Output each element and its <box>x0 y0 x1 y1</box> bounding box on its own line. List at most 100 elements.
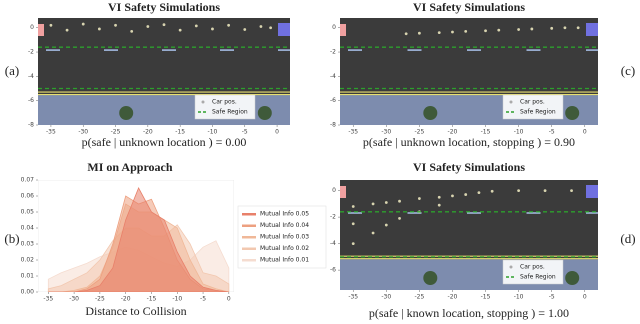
y-tick-label: -2 <box>330 49 336 56</box>
car-position <box>437 31 441 34</box>
legend-label: Mutual Info 0.02 <box>260 245 309 252</box>
legend-label: Mutual Info 0.05 <box>260 211 309 218</box>
panel-label: (b) <box>4 231 19 246</box>
y-tick-label: -4 <box>330 240 336 247</box>
tree <box>565 271 580 285</box>
panel-title: VI Safety Simulations <box>108 0 220 14</box>
legend-swatch <box>242 259 256 262</box>
x-tick-label: -35 <box>348 129 358 136</box>
car-position <box>130 29 134 33</box>
x-tick-label: 0 <box>227 296 231 303</box>
legend-swatch <box>242 236 256 239</box>
y-tick-label: 0.05 <box>21 209 35 216</box>
y-tick-label: 0.03 <box>21 241 35 248</box>
car-position <box>351 242 355 246</box>
car-block <box>586 185 598 198</box>
car-position <box>563 26 567 30</box>
panel: (c) VI Safety Simulations p(safe | unknown… <box>330 0 635 149</box>
x-tick-label: 0 <box>583 294 587 301</box>
y-tick-label: -6 <box>28 97 34 104</box>
y-tick-label: -6 <box>330 267 336 274</box>
legend-label: Car pos. <box>520 99 545 106</box>
panel: (b) MI on Approach Distance to Collision -3… <box>4 160 327 318</box>
car-position <box>371 202 375 206</box>
plot-area <box>38 180 234 292</box>
x-tick-label: -10 <box>172 296 182 303</box>
legend-box <box>194 94 256 120</box>
x-tick-label: -30 <box>78 129 88 136</box>
x-tick-label: -20 <box>448 294 458 301</box>
x-tick-label: -20 <box>448 129 458 136</box>
x-tick-label: -5 <box>549 294 555 301</box>
legend-box <box>502 94 564 120</box>
car-position <box>227 23 231 27</box>
y-tick-label: 0 <box>332 24 336 31</box>
car-position <box>543 189 547 193</box>
legend-label: Safe Region <box>520 274 556 281</box>
legend-label: Mutual Info 0.01 <box>260 257 309 264</box>
y-tick-label: -4 <box>28 73 34 80</box>
legend-label: Safe Region <box>520 109 556 116</box>
pedestrian-block <box>340 24 346 36</box>
x-tick-label: -20 <box>143 129 153 136</box>
car-position <box>384 223 388 227</box>
y-tick-label: -4 <box>330 73 336 80</box>
car-position <box>517 28 521 31</box>
tree <box>565 106 580 120</box>
x-tick-label: -30 <box>69 296 79 303</box>
x-tick-label: 0 <box>583 129 587 136</box>
y-tick-label: -8 <box>28 122 34 129</box>
tree <box>423 271 438 285</box>
tree <box>257 106 272 120</box>
panel-title: VI Safety Simulations <box>413 0 525 14</box>
x-tick-label: -30 <box>381 129 391 136</box>
y-tick-label: 0 <box>30 24 34 31</box>
car-position <box>477 191 481 194</box>
legend-marker <box>509 100 513 104</box>
x-tick-label: -15 <box>481 294 491 301</box>
x-tick-label: -20 <box>121 296 131 303</box>
legend-label: Safe Region <box>212 109 248 116</box>
car-position <box>146 25 150 28</box>
y-tick-label: 0.01 <box>21 273 35 280</box>
car-position <box>464 29 468 33</box>
y-tick-label: 0.07 <box>21 177 35 184</box>
x-tick-label: -25 <box>414 294 424 301</box>
x-tick-label: -5 <box>200 296 206 303</box>
car-position <box>384 201 388 204</box>
legend-swatch <box>242 213 256 216</box>
car-position <box>530 27 534 31</box>
y-tick-label: 0.06 <box>21 193 35 200</box>
car-position <box>417 197 421 200</box>
panel-label: (c) <box>621 63 635 78</box>
legend-swatch <box>242 224 256 227</box>
car-position <box>437 203 441 207</box>
x-tick-label: -35 <box>43 296 53 303</box>
x-tick-label: -5 <box>242 129 248 136</box>
panel-title: VI Safety Simulations <box>413 160 525 174</box>
legend-label: Car pos. <box>212 99 237 106</box>
car-position <box>437 195 441 199</box>
y-tick-label: 0.04 <box>21 225 35 232</box>
car-position <box>114 23 117 27</box>
panel: (d) VI Safety Simulations p(safe | known l… <box>330 160 636 320</box>
car-position <box>194 24 198 28</box>
y-tick-label: 0.00 <box>21 289 35 296</box>
car-position <box>464 193 468 196</box>
x-axis-label: Distance to Collision <box>85 304 186 318</box>
panel-title: MI on Approach <box>87 160 172 174</box>
car-position <box>162 23 166 27</box>
x-tick-label: -15 <box>481 129 491 136</box>
car-position <box>178 28 182 32</box>
car-position <box>351 205 355 208</box>
car-position <box>576 26 580 30</box>
legend-label: Car pos. <box>520 264 545 271</box>
car-position <box>49 23 53 27</box>
car-position <box>243 28 247 31</box>
car-position <box>497 28 501 32</box>
pedestrian-block <box>38 24 44 36</box>
x-tick-label: -35 <box>348 294 358 301</box>
x-tick-label: -25 <box>95 296 105 303</box>
caption: p(safe | unknown location, stopping ) = … <box>363 135 575 149</box>
